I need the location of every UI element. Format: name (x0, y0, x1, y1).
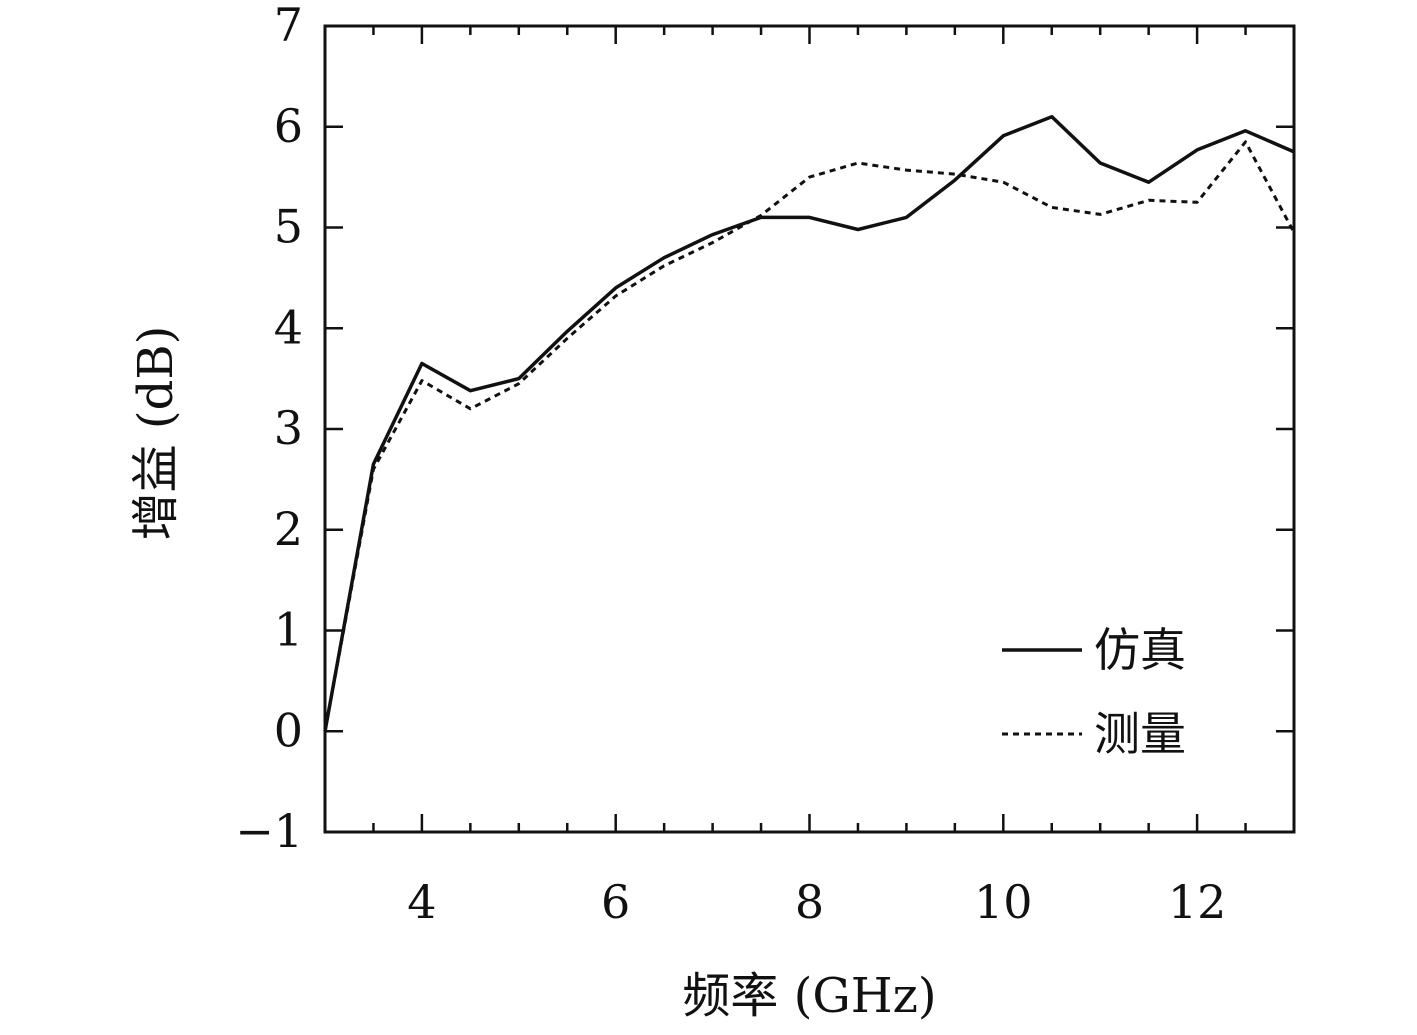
y-tick-label: 2 (274, 502, 303, 556)
y-tick-label: 1 (274, 603, 303, 657)
y-tick-label: 0 (274, 703, 303, 757)
x-tick-label: 12 (1168, 875, 1227, 929)
legend-label: 测量 (1094, 707, 1186, 761)
y-tick-label: 4 (274, 300, 303, 354)
x-tick-label: 10 (974, 875, 1033, 929)
x-axis-label: 频率 (GHz) (682, 968, 936, 1024)
legend-label: 仿真 (1094, 623, 1186, 677)
y-axis-label: 增益 (dB) (128, 326, 184, 541)
series-line-measured (323, 140, 1296, 732)
y-tick-label: 3 (274, 401, 303, 455)
series-layer (323, 114, 1296, 732)
y-tick-label: −1 (235, 804, 303, 858)
y-tick-label: 7 (274, 0, 303, 52)
y-tick-label: 5 (274, 200, 303, 254)
x-tick-label: 4 (407, 875, 436, 929)
series-line-simulated (323, 114, 1295, 732)
x-tick-label: 6 (601, 875, 630, 929)
x-tick-label: 8 (795, 875, 824, 929)
y-tick-label: 6 (274, 99, 303, 153)
